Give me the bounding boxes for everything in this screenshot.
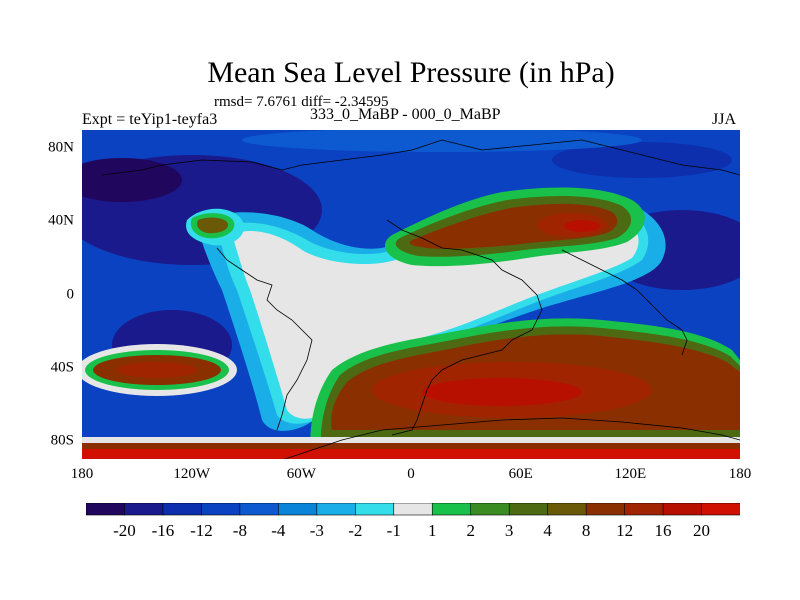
colorbar-swatch: [508, 503, 549, 516]
colorbar-swatch: [393, 503, 434, 516]
x-tick-label: 60E: [508, 466, 533, 482]
colorbar-swatch: [354, 503, 395, 516]
colorbar-swatch: [201, 503, 241, 516]
y-tick-label: 0: [66, 286, 75, 302]
season-label: JJA: [712, 111, 737, 128]
colorbar-swatch: [431, 503, 472, 516]
colorbar-label: 12: [616, 521, 634, 540]
y-tick-label: 80S: [50, 432, 74, 449]
x-tick-label: 120W: [173, 466, 211, 482]
y-tick-label: 80N: [48, 139, 74, 156]
colorbar-label: 2: [466, 521, 475, 540]
x-tick-label: 180: [728, 466, 752, 482]
colorbar-label: 20: [693, 521, 711, 540]
colorbar-swatch: [585, 503, 626, 516]
colorbar-label: -20: [113, 521, 136, 540]
colorbar-swatch: [86, 503, 126, 516]
colorbar-swatch: [624, 503, 664, 516]
colorbar-label: -2: [348, 521, 363, 540]
y-tick-label: 40S: [50, 359, 74, 376]
colorbar-swatch: [470, 503, 510, 516]
colorbar-label: -16: [151, 521, 175, 540]
colorbar-swatch: [547, 503, 587, 516]
field-layer: [82, 130, 740, 459]
colorbar-swatch: [162, 503, 203, 516]
y-tick-label: 40N: [48, 212, 74, 229]
colorbar-swatch: [662, 503, 703, 516]
colorbar-label: -3: [309, 521, 324, 540]
x-tick-label: 180: [70, 466, 94, 482]
pressure-map: [82, 130, 740, 459]
colorbar: [86, 503, 740, 516]
colorbar-swatch: [239, 503, 280, 516]
colorbar-swatch: [124, 503, 164, 516]
colorbar-swatch: [701, 503, 740, 516]
colorbar-label: 3: [504, 521, 514, 540]
colorbar-label: -8: [232, 521, 247, 540]
x-tick-label: 0: [407, 466, 415, 482]
colorbar-label: -1: [386, 521, 401, 540]
colorbar-label: 16: [654, 521, 672, 540]
map-title: Mean Sea Level Pressure (in hPa): [207, 56, 615, 89]
colorbar-label: 4: [543, 521, 552, 540]
colorbar-label: 8: [581, 521, 591, 540]
coastlines: [101, 139, 740, 459]
x-tick-label: 60W: [286, 466, 316, 482]
colorbar-label: -12: [190, 521, 213, 540]
x-tick-label: 120E: [614, 466, 647, 482]
colorbar-swatch: [316, 503, 357, 516]
experiment-label: Expt = teYip1-teyfa3: [82, 111, 218, 128]
colorbar-swatch: [278, 503, 318, 516]
period-label: 333_0_MaBP - 000_0_MaBP: [310, 106, 501, 123]
stats-label: rmsd= 7.6761 diff= -2.34595: [214, 94, 389, 110]
colorbar-label: 1: [427, 521, 437, 540]
colorbar-label: -4: [271, 521, 286, 540]
